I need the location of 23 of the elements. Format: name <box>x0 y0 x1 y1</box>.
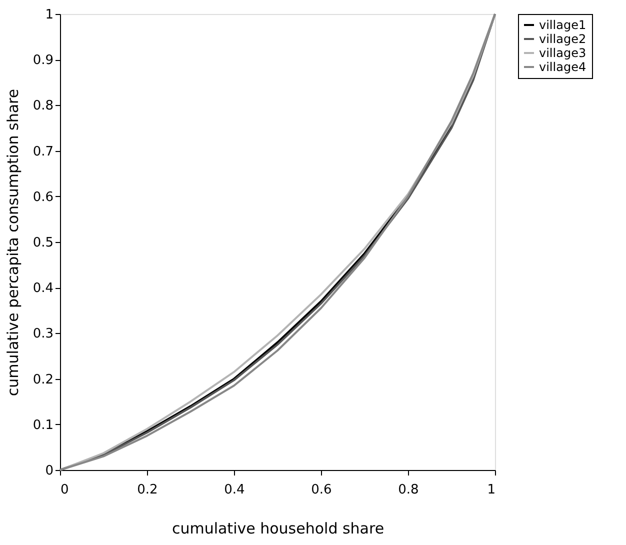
x-tick-label: 1 <box>487 482 496 498</box>
y-tick-label: 0.7 <box>32 144 54 160</box>
y-tick-label: 0.4 <box>32 281 54 296</box>
legend-label: village3 <box>539 46 586 60</box>
y-tick-label: 1 <box>45 8 54 22</box>
x-tick-label: 0 <box>60 482 69 498</box>
y-tick-label: 0 <box>45 464 54 478</box>
x-tick-label: 0.4 <box>224 482 245 498</box>
x-axis-title: cumulative household share <box>172 520 384 538</box>
y-axis-title: cumulative percapita consumption share <box>4 88 22 396</box>
y-tick-label: 0.6 <box>32 190 54 205</box>
legend-label: village1 <box>539 18 586 32</box>
x-tick-label: 0.2 <box>137 482 158 498</box>
y-tick-label: 0.8 <box>32 98 54 114</box>
y-tick-label: 0.3 <box>32 326 54 342</box>
x-tick-label: 0.8 <box>398 482 419 498</box>
x-tick-label: 0.6 <box>311 482 332 498</box>
y-tick-label: 0.5 <box>32 236 54 250</box>
y-tick-label: 0.2 <box>32 372 54 388</box>
legend-label: village2 <box>539 32 586 46</box>
legend-label: village4 <box>539 60 586 74</box>
y-tick-label: 0.9 <box>32 53 54 68</box>
y-tick-label: 0.1 <box>32 418 54 433</box>
